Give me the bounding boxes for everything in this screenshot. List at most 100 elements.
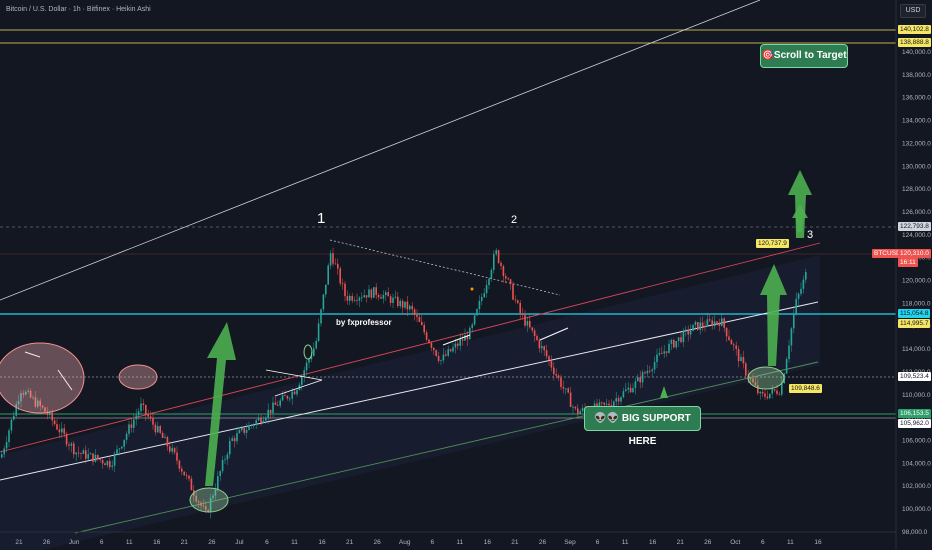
candle-body xyxy=(500,262,502,267)
axis-tag-109523: 109,523.4 xyxy=(898,372,931,381)
time-tick-label: 21 xyxy=(346,539,354,546)
currency-selector[interactable]: USD xyxy=(900,4,926,18)
candle-body xyxy=(529,320,531,328)
candle-body xyxy=(723,318,725,328)
candle-body xyxy=(370,289,373,298)
candle-body xyxy=(188,475,190,479)
time-tick-label: 16 xyxy=(153,539,161,546)
candle-body xyxy=(3,448,5,455)
candle-body xyxy=(718,322,721,326)
candle-body xyxy=(37,400,39,407)
candle-body xyxy=(493,254,495,270)
candle-body xyxy=(10,419,13,431)
candle-body xyxy=(27,390,29,392)
candle-body xyxy=(111,465,113,467)
time-tick-label: 11 xyxy=(622,539,629,546)
candle-body xyxy=(269,409,272,414)
candle-body xyxy=(145,404,147,415)
candle-body xyxy=(425,332,428,340)
candle-body xyxy=(313,348,315,356)
candle-body xyxy=(733,344,735,346)
candle-body xyxy=(766,396,769,399)
time-tick-label: 11 xyxy=(126,539,133,546)
candle-body xyxy=(711,320,713,327)
ellipse-top-small xyxy=(118,364,158,390)
candle-body xyxy=(44,407,46,412)
candle-body xyxy=(351,295,353,301)
candle-body xyxy=(106,460,109,466)
candle-body xyxy=(661,353,663,355)
candle-body xyxy=(399,300,401,307)
candle-body xyxy=(377,294,380,298)
candle-body xyxy=(562,387,565,389)
candle-body xyxy=(224,459,226,461)
candle-body xyxy=(519,302,521,314)
candle-body xyxy=(97,454,99,460)
candle-body xyxy=(25,391,27,395)
candle-body xyxy=(778,393,781,395)
candle-body xyxy=(572,406,574,408)
candle-body xyxy=(87,454,89,459)
candle-body xyxy=(92,453,94,462)
candle-body xyxy=(689,330,692,335)
candle-body xyxy=(670,340,673,344)
arrow-up-june-icon xyxy=(205,322,236,486)
ellipse-small-july xyxy=(303,344,313,360)
candle-body xyxy=(730,339,733,345)
time-axis[interactable]: 21 26 Jun 6 11 16 21 26 Jul 6 11 16 21 26 Aug 6 11 16 21 26… xyxy=(15,539,822,546)
candle-body xyxy=(123,439,125,447)
time-tick-label: 26 xyxy=(374,539,382,546)
candle-body xyxy=(152,417,154,425)
candle-body xyxy=(243,428,245,433)
candle-body xyxy=(229,440,231,455)
candle-body xyxy=(157,426,159,433)
candle-body xyxy=(73,443,75,455)
candle-body xyxy=(497,250,500,263)
candle-body xyxy=(161,432,164,438)
candle-body xyxy=(397,296,399,307)
candle-body xyxy=(387,292,389,297)
candle-body xyxy=(601,402,603,404)
candle-body xyxy=(325,284,327,295)
candle-body xyxy=(219,471,221,477)
candle-body xyxy=(615,398,617,402)
time-tick-label: 6 xyxy=(430,539,434,546)
candle-body xyxy=(435,350,437,356)
countdown-tag: 16:11 xyxy=(898,258,918,267)
wave-label-1: 1 xyxy=(317,210,326,227)
time-tick-label: Jul xyxy=(235,539,244,546)
candle-body xyxy=(651,369,653,372)
time-tick-label: 16 xyxy=(318,539,326,546)
candle-body xyxy=(428,339,430,343)
candle-body xyxy=(315,340,317,349)
time-tick-label: 21 xyxy=(181,539,189,546)
candle-body xyxy=(267,409,269,418)
wave-dotted-line xyxy=(329,239,561,296)
candle-body xyxy=(605,403,608,405)
candle-body xyxy=(538,339,541,349)
price-axis[interactable]: 140,000.0 138,000.0 136,000.0 134,000.0 132,… xyxy=(902,49,931,550)
candle-body xyxy=(505,276,507,279)
candle-body xyxy=(255,420,257,425)
candle-body xyxy=(637,377,639,382)
candle-body xyxy=(358,297,361,301)
candle-body xyxy=(656,354,658,363)
candle-body xyxy=(334,263,337,265)
candle-body xyxy=(749,378,752,380)
mid-trendline xyxy=(0,301,819,481)
candle-body xyxy=(445,354,447,356)
scroll-to-target-callout[interactable]: 🎯Scroll to Target xyxy=(760,44,848,68)
price-tag-120737: 120,737.9 xyxy=(756,239,789,248)
candle-body xyxy=(483,293,485,298)
candle-body xyxy=(32,397,34,399)
candle-body xyxy=(673,340,675,348)
candle-body xyxy=(241,428,243,431)
candle-body xyxy=(332,253,334,264)
candle-body xyxy=(166,436,169,447)
candle-body xyxy=(82,450,85,454)
candle-body xyxy=(183,471,185,476)
candles-group xyxy=(1,247,807,519)
candle-body xyxy=(341,283,344,285)
candle-body xyxy=(569,392,572,407)
